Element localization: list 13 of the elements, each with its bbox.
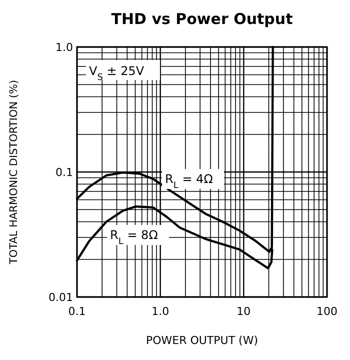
y-tick-label: 1.0: [56, 41, 73, 54]
annotation: V$_{S}$ ± 25V: [89, 64, 145, 83]
y-tick-label: 0.01: [48, 291, 73, 304]
x-tick-label: 1.0: [152, 305, 170, 318]
series-label: R$_{L}$ = 8Ω: [110, 228, 158, 247]
series-label: R$_{L}$ = 4Ω: [165, 172, 213, 191]
chart-title: THD vs Power Output: [111, 10, 293, 28]
y-axis-title: TOTAL HARMONIC DISTORTION (%): [8, 80, 20, 266]
x-tick-label: 10: [236, 305, 251, 318]
x-axis-title: POWER OUTPUT (W): [146, 334, 258, 347]
y-tick-label: 0.1: [56, 166, 73, 179]
x-tick-label: 100: [316, 305, 338, 318]
x-tick-label: 0.1: [68, 305, 86, 318]
